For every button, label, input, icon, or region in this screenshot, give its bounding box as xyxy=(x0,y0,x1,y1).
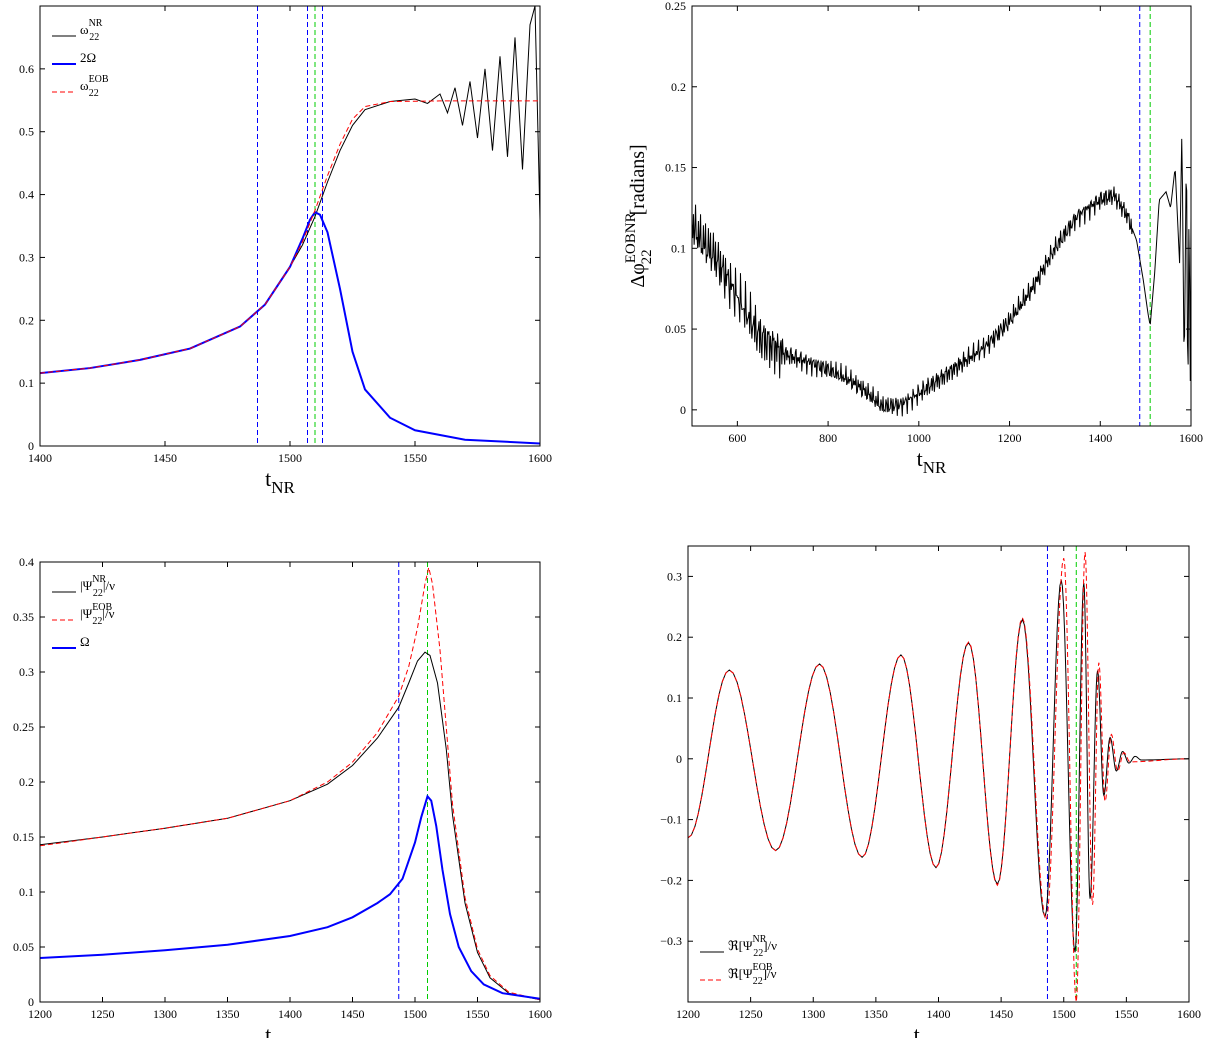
x-tick-label: 1400 xyxy=(1088,431,1112,445)
legend-omega-nr: ωNR 22 xyxy=(80,18,103,43)
y-tick-label: 0.15 xyxy=(13,830,34,844)
y-tick-label: 0.1 xyxy=(19,885,34,899)
series-psi-nr-amplitude xyxy=(40,652,540,1000)
legend-omega-eob: ωEOB 22 xyxy=(80,74,109,99)
x-tick-label: 1500 xyxy=(278,451,302,465)
x-tick-label: 1350 xyxy=(864,1007,888,1021)
y-tick-label: 0.2 xyxy=(671,80,686,94)
panel-real-waveform: 1200 1250 1300 1350 1400 1450 1500 1550 1600 −0.3… xyxy=(660,546,1201,1038)
y-tick-label: 0.1 xyxy=(671,241,686,255)
x-tick-label: 1000 xyxy=(907,431,931,445)
y-tick-label: 0.05 xyxy=(13,940,34,954)
x-tick-label: 1300 xyxy=(153,1007,177,1021)
x-tick-label: 1500 xyxy=(403,1007,427,1021)
x-tick-label: 1200 xyxy=(28,1007,52,1021)
series-omega-nr xyxy=(40,6,540,373)
x-axis-label: tNR xyxy=(914,1022,944,1038)
legend-2omega: 2Ω xyxy=(80,50,96,65)
x-tick-label: 1400 xyxy=(28,451,52,465)
y-tick-label: 0.05 xyxy=(665,322,686,336)
legend-psi-eob-amplitude: |ΨEOB 22|/ν xyxy=(80,602,115,627)
x-tick-label: 1500 xyxy=(1052,1007,1076,1021)
series-2omega xyxy=(40,212,540,443)
y-tick-label: 0 xyxy=(28,995,34,1009)
x-tick-label: 1200 xyxy=(998,431,1022,445)
x-axis-label: tNR xyxy=(917,446,947,477)
x-tick-label: 1200 xyxy=(676,1007,700,1021)
y-tick-label: 0.3 xyxy=(19,250,34,264)
legend-omega: Ω xyxy=(80,634,90,649)
panel-frequency: 1400 1450 1500 1550 1600 0 0.1 0.2 0.3 0.4 0.5 0.6 t… xyxy=(19,6,552,497)
y-axis-label: ΔφEOBNR22[radians] xyxy=(623,144,655,287)
y-tick-label: 0.6 xyxy=(19,62,34,76)
x-tick-label: 1350 xyxy=(216,1007,240,1021)
y-tick-label: 0.25 xyxy=(13,720,34,734)
series-phase-difference xyxy=(692,139,1191,416)
x-tick-label: 1600 xyxy=(528,1007,552,1021)
y-tick-label: 0.1 xyxy=(19,376,34,390)
plot-frame xyxy=(692,6,1191,426)
y-tick-label: 0 xyxy=(676,752,682,766)
y-tick-label: 0.15 xyxy=(665,161,686,175)
x-tick-label: 1550 xyxy=(466,1007,490,1021)
plot-frame xyxy=(40,6,540,446)
y-tick-label: 0 xyxy=(28,439,34,453)
y-tick-label: 0.3 xyxy=(19,665,34,679)
x-tick-label: 600 xyxy=(728,431,746,445)
panel-amplitude: 1200 1250 1300 1350 1400 1450 1500 1550 1600 0 0.0… xyxy=(13,555,552,1038)
y-tick-label: 0.35 xyxy=(13,610,34,624)
x-tick-label: 800 xyxy=(819,431,837,445)
series-psi-eob-amplitude xyxy=(40,568,540,1000)
x-tick-label: 1600 xyxy=(1177,1007,1201,1021)
x-tick-label: 1300 xyxy=(801,1007,825,1021)
x-axis-label: tNR xyxy=(265,466,295,497)
x-tick-label: 1400 xyxy=(927,1007,951,1021)
series-omega-eob xyxy=(40,101,540,373)
x-tick-label: 1450 xyxy=(989,1007,1013,1021)
x-tick-label: 1550 xyxy=(403,451,427,465)
y-tick-label: 0 xyxy=(680,403,686,417)
x-tick-label: 1400 xyxy=(278,1007,302,1021)
x-axis-label: tNR xyxy=(265,1022,295,1038)
x-tick-label: 1250 xyxy=(739,1007,763,1021)
y-tick-label: 0.2 xyxy=(19,775,34,789)
legend-psi-eob-real: ℜ[ΨEOB 22]/ν xyxy=(728,962,777,987)
x-tick-label: 1250 xyxy=(91,1007,115,1021)
y-tick-label: 0.2 xyxy=(667,630,682,644)
legend-psi-nr-real: ℜ[ΨNR 22]/ν xyxy=(728,934,777,959)
y-tick-label: 0.25 xyxy=(665,0,686,13)
y-tick-label: 0.3 xyxy=(667,569,682,583)
y-tick-label: 0.4 xyxy=(19,555,34,569)
y-tick-label: −0.3 xyxy=(660,934,682,948)
x-tick-label: 1450 xyxy=(153,451,177,465)
y-tick-label: −0.1 xyxy=(660,813,682,827)
y-tick-label: 0.4 xyxy=(19,188,34,202)
y-tick-label: −0.2 xyxy=(660,873,682,887)
x-tick-label: 1550 xyxy=(1114,1007,1138,1021)
x-tick-label: 1600 xyxy=(528,451,552,465)
y-tick-label: 0.2 xyxy=(19,313,34,327)
y-tick-label: 0.5 xyxy=(19,125,34,139)
x-tick-label: 1450 xyxy=(341,1007,365,1021)
x-tick-label: 1600 xyxy=(1179,431,1203,445)
series-psi-nr-real xyxy=(688,580,1189,952)
panel-phase-difference: 600 800 1000 1200 1400 1600 0 0.05 0.1 0.15 0.2 0.2… xyxy=(623,0,1203,477)
legend-psi-nr-amplitude: |ΨNR 22|/ν xyxy=(80,574,115,599)
y-tick-label: 0.1 xyxy=(667,691,682,705)
